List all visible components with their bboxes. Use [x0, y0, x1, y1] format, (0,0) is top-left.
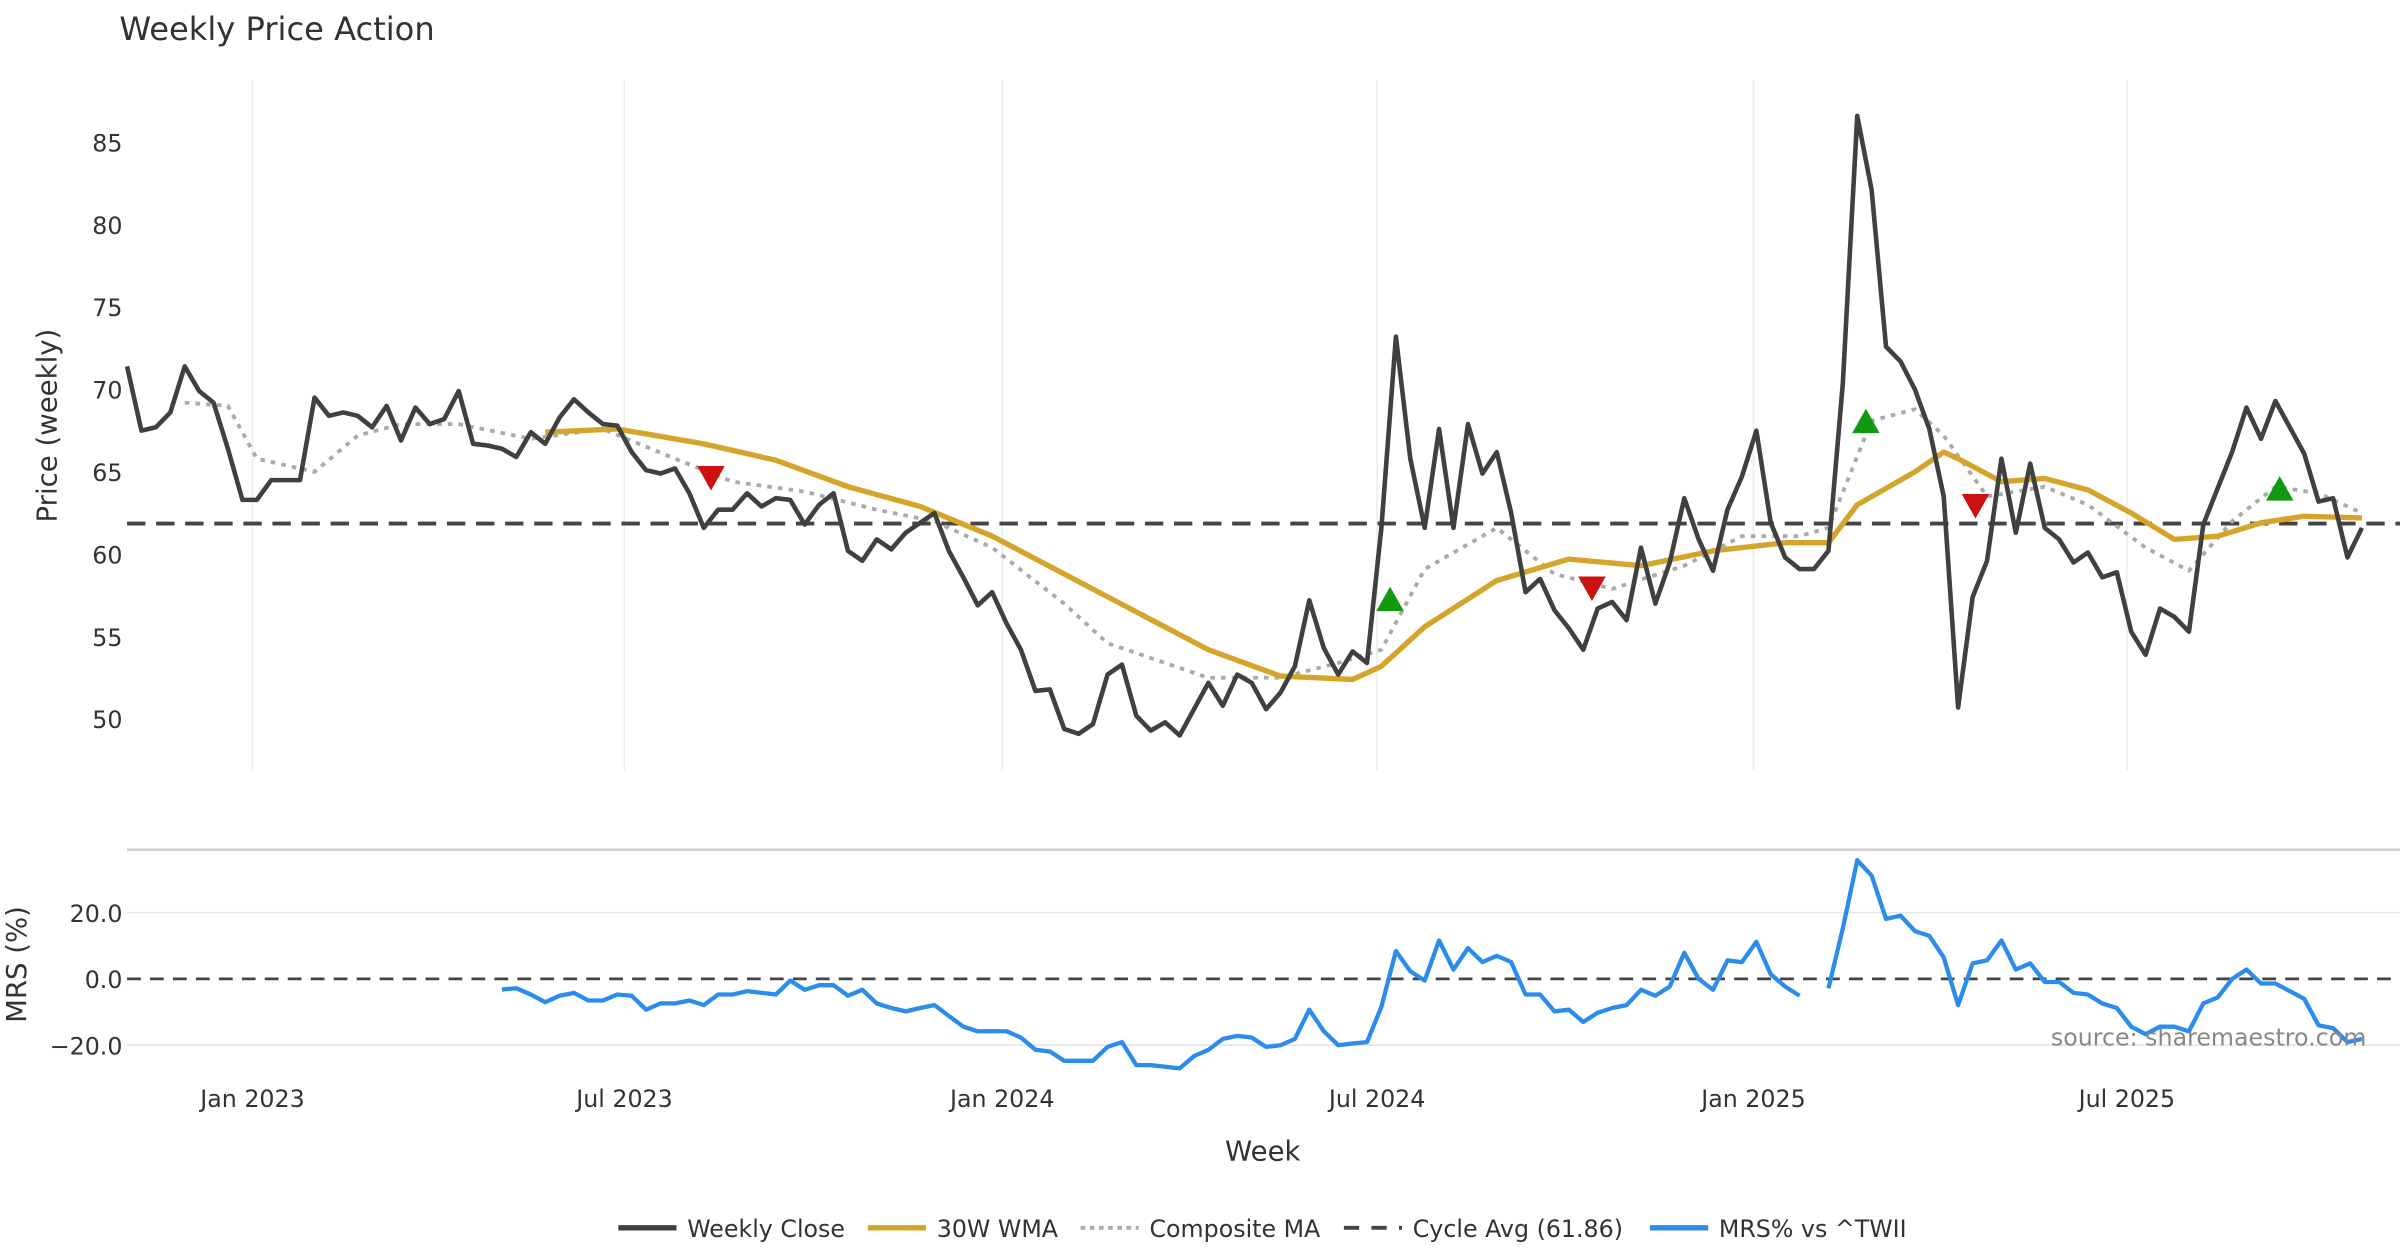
- price-y-tick-label: 55: [92, 624, 122, 652]
- sell-signal-marker: [697, 466, 725, 491]
- legend-label: Weekly Close: [687, 1215, 845, 1243]
- mrs-line: [501, 938, 1801, 1071]
- price-y-tick-label: 50: [92, 706, 122, 734]
- x-tick-label: Jan 2025: [1699, 1085, 1805, 1113]
- mrs-y-tick-label: −20.0: [50, 1032, 123, 1060]
- source-watermark: source: sharemaestro.com: [2051, 1024, 2366, 1052]
- legend-label: MRS% vs ^TWII: [1719, 1215, 1907, 1243]
- x-tick-label: Jul 2023: [574, 1085, 673, 1113]
- price-y-axis-label: Price (weekly): [32, 329, 64, 523]
- mrs-y-tick-label: 20.0: [70, 900, 123, 928]
- price-y-tick-label: 85: [92, 129, 122, 157]
- price-y-tick-label: 70: [92, 377, 122, 405]
- legend-label: Cycle Avg (61.86): [1413, 1215, 1623, 1243]
- x-tick-label: Jul 2025: [2077, 1085, 2176, 1113]
- price-y-tick-label: 60: [92, 541, 122, 569]
- sell-signal-marker: [1578, 576, 1606, 601]
- legend-label: 30W WMA: [937, 1215, 1059, 1243]
- x-tick-label: Jan 2024: [948, 1085, 1054, 1113]
- price-y-tick-label: 65: [92, 459, 122, 487]
- price-y-tick-label: 75: [92, 294, 122, 322]
- wma-30w-line: [545, 426, 2362, 683]
- buy-signal-marker: [2265, 476, 2294, 501]
- mrs-y-axis-label: MRS (%): [1, 906, 33, 1023]
- legend: Weekly Close 30W WMA Composite MA Cycle Avg…: [618, 1215, 1907, 1243]
- buy-signal-marker: [1376, 586, 1404, 612]
- mrs-line: [1826, 858, 2363, 1045]
- chart-title: Weekly Price Action: [119, 10, 434, 48]
- composite-ma-line: [184, 400, 2363, 680]
- legend-label: Composite MA: [1149, 1215, 1321, 1243]
- x-axis-label: Week: [1225, 1135, 1301, 1167]
- weekly-close-line: [124, 113, 2364, 738]
- x-tick-label: Jan 2023: [198, 1085, 304, 1113]
- x-tick-label: Jul 2024: [1327, 1085, 1426, 1113]
- mrs-y-tick-label: 0.0: [85, 966, 123, 994]
- price-y-tick-label: 80: [92, 212, 122, 240]
- sell-signal-marker: [1961, 494, 1990, 519]
- buy-signal-marker: [1852, 408, 1880, 434]
